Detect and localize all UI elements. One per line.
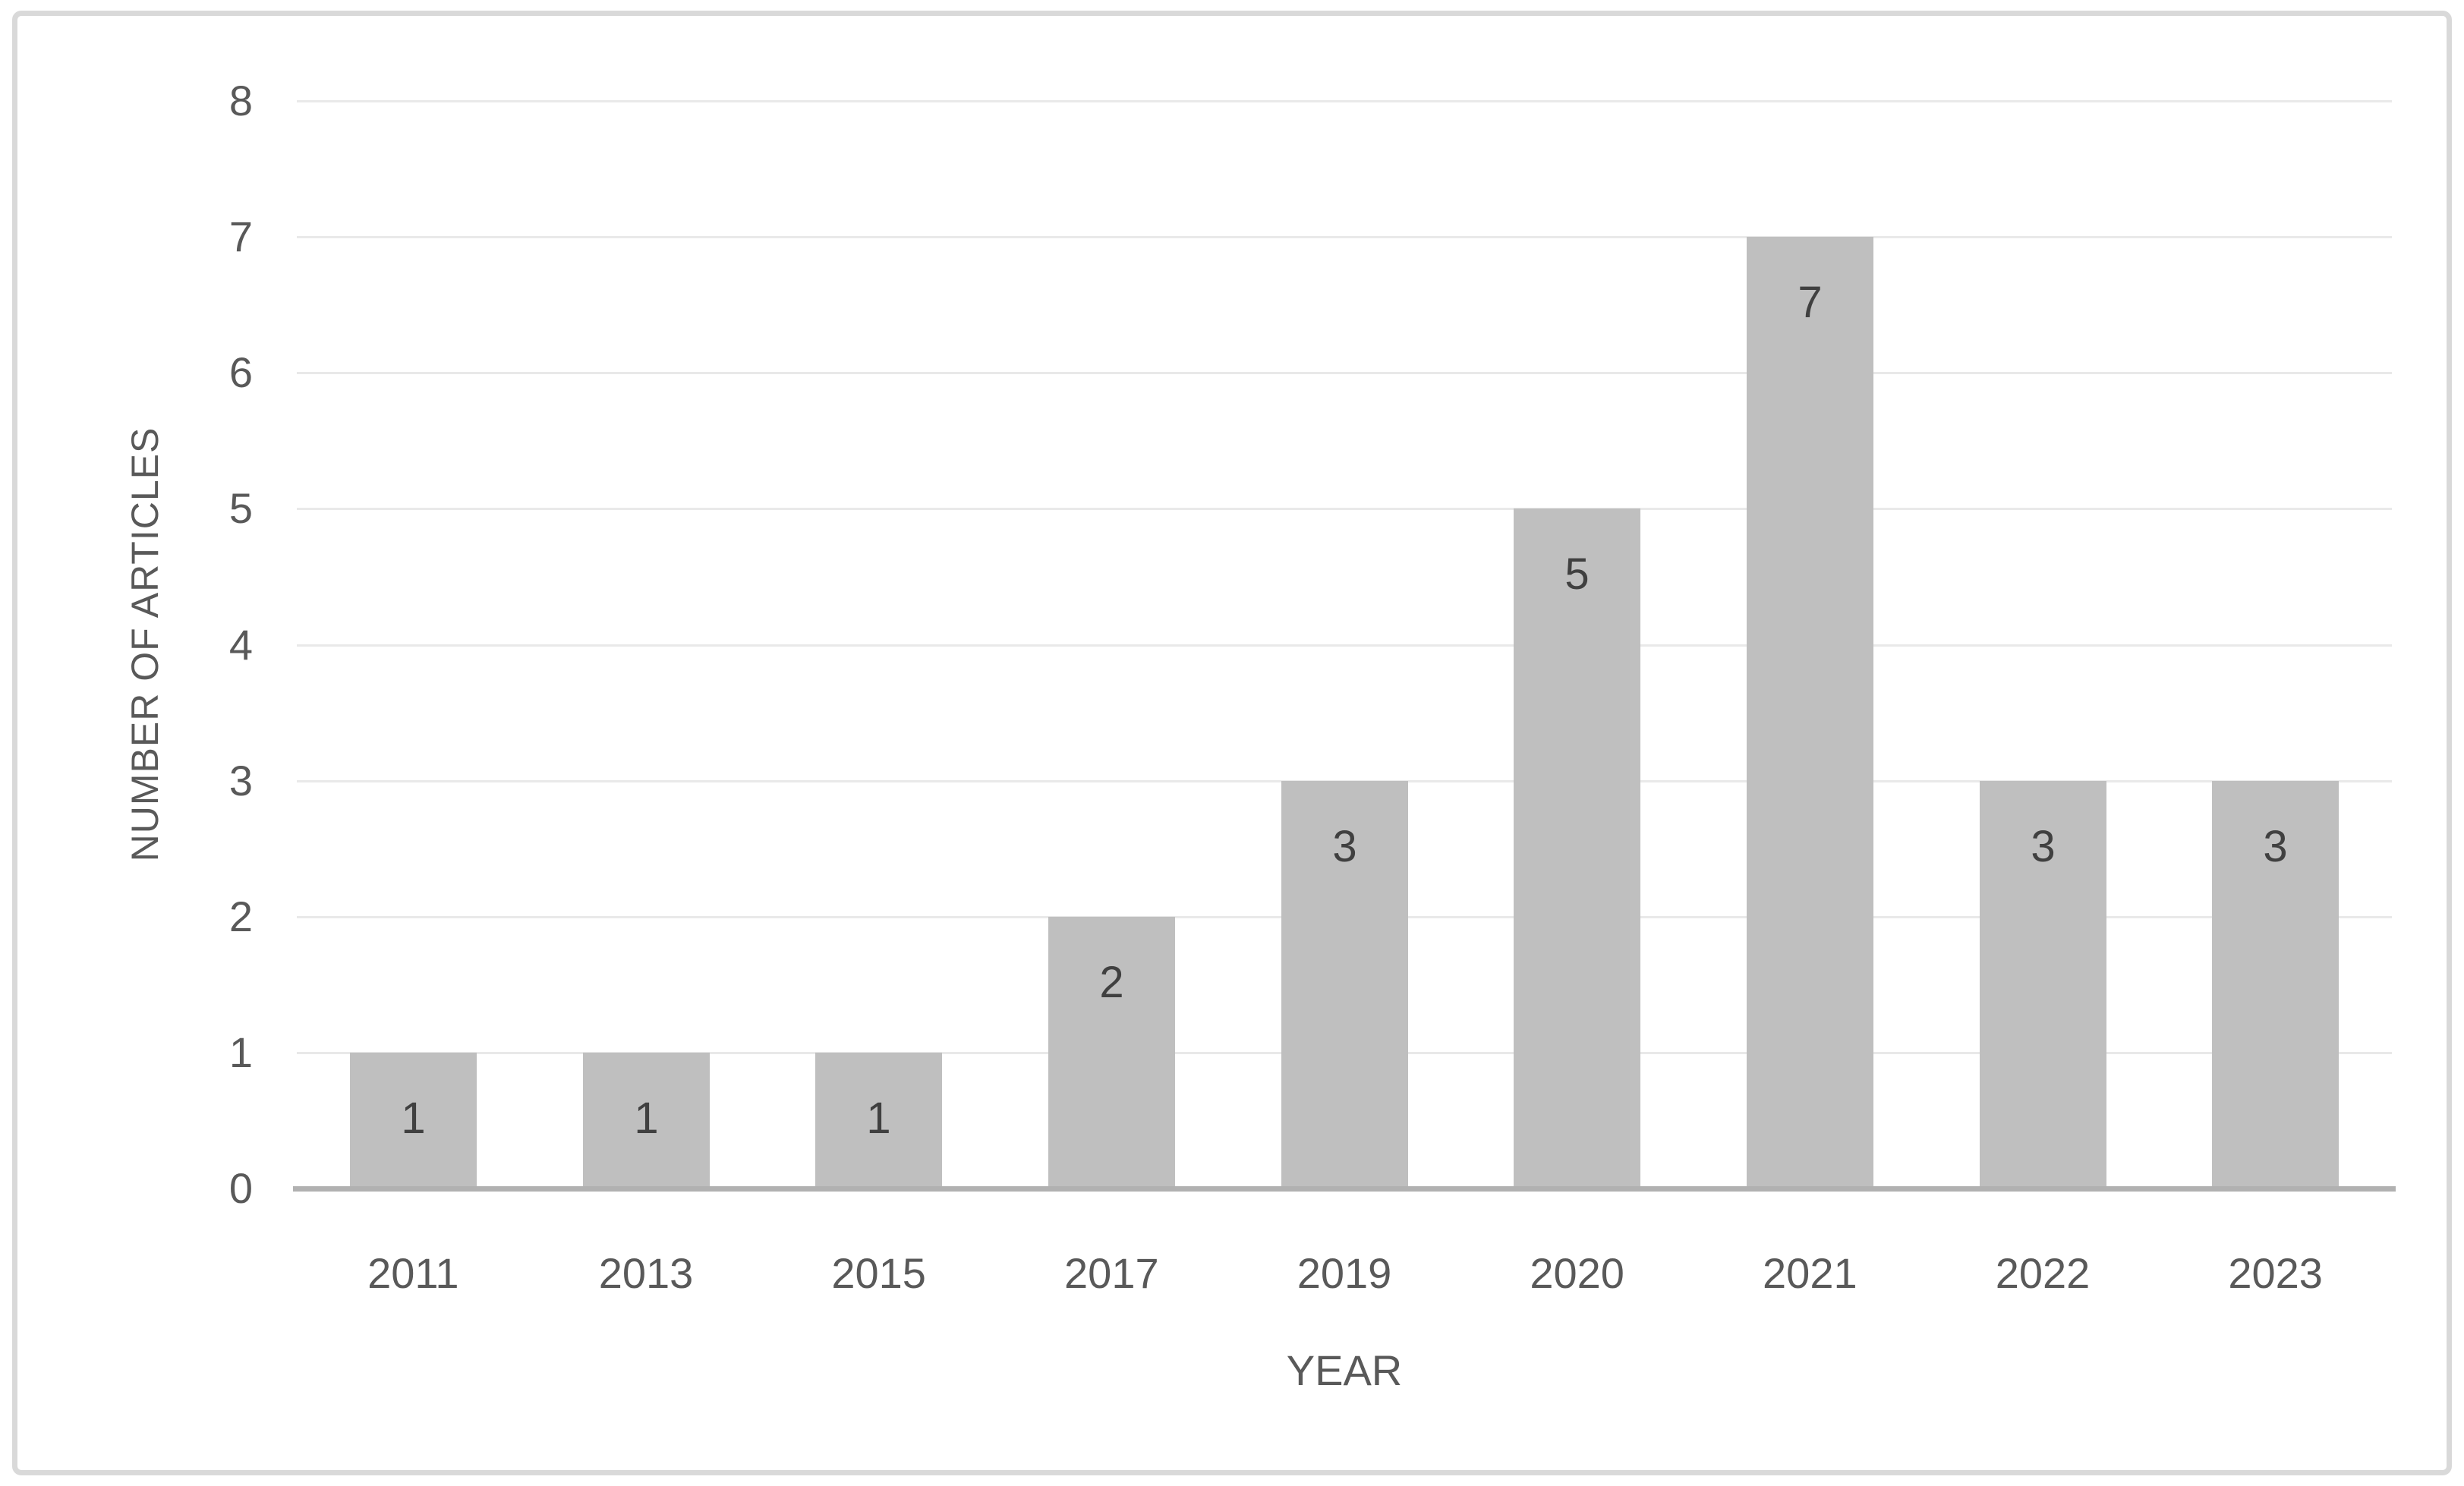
y-axis-ticks: 0 1 2 3 4 5 6 7 8 [17,80,253,1210]
plot-area: 1 1 1 2 3 5 7 3 3 [293,100,2396,1192]
y-tick-label-7: 7 [228,213,253,261]
x-tick-label-2022: 2022 [1995,1249,2091,1297]
x-axis-ticks: 2011 2013 2015 2017 2019 2020 2021 2022 2023 [297,1252,2392,1334]
bar-data-label: 1 [634,1094,659,1143]
y-tick-label-5: 5 [228,484,253,533]
x-axis-line [293,1186,2396,1192]
bar-2015: 1 [815,1053,942,1188]
bar-2011: 1 [350,1053,477,1188]
y-tick-label-6: 6 [228,348,253,397]
x-tick-label-2017: 2017 [1064,1249,1159,1297]
x-tick-label-2015: 2015 [831,1249,926,1297]
bar-2021: 7 [1747,237,1873,1188]
x-tick-label-2023: 2023 [2228,1249,2323,1297]
x-tick-label-2019: 2019 [1297,1249,1392,1297]
bar-2019: 3 [1281,781,1408,1188]
y-tick-label-0: 0 [228,1164,253,1212]
bar-2017: 2 [1048,917,1175,1188]
bar-data-label: 5 [1564,549,1590,599]
bar-data-label: 1 [866,1094,891,1143]
y-tick-label-2: 2 [228,892,253,940]
bar-data-label: 3 [2031,822,2056,871]
y-tick-label-3: 3 [228,756,253,804]
bar-data-label: 7 [1798,278,1823,327]
gridline-y6 [297,372,2392,375]
gridline-y4 [297,644,2392,647]
bar-data-label: 3 [1332,822,1357,871]
x-tick-label-2013: 2013 [598,1249,694,1297]
bar-data-label: 3 [2263,822,2288,871]
gridline-y5 [297,508,2392,511]
bar-data-label: 1 [401,1094,426,1143]
x-tick-label-2020: 2020 [1530,1249,1624,1297]
gridline-y8 [297,100,2392,102]
gridline-y7 [297,236,2392,239]
x-tick-label-2011: 2011 [367,1249,459,1297]
y-tick-label-8: 8 [228,77,253,124]
x-axis-title: YEAR [1286,1346,1403,1394]
y-tick-label-1: 1 [228,1028,253,1076]
bar-2013: 1 [583,1053,710,1188]
bar-2023: 3 [2212,781,2339,1188]
y-tick-label-4: 4 [228,620,253,669]
bar-data-label: 2 [1099,958,1124,1007]
x-tick-label-2021: 2021 [1763,1249,1857,1297]
bar-2022: 3 [1980,781,2106,1188]
bar-2020: 5 [1514,508,1640,1188]
